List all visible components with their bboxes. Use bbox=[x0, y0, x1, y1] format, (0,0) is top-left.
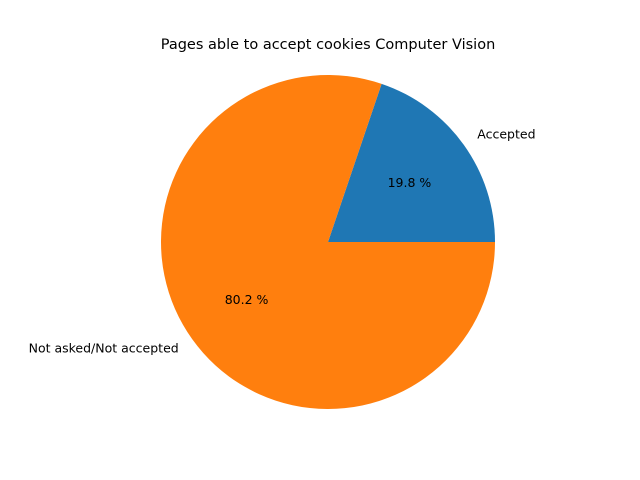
slice-label-1: Not asked/Not accepted bbox=[29, 341, 179, 356]
slice-pct-label-1: 80.2 % bbox=[225, 292, 269, 307]
slice-label-0: Accepted bbox=[477, 126, 535, 141]
pie-labels: Accepted 19.8 % Not asked/Not accepted 80.2… bbox=[29, 126, 536, 355]
pie-slices bbox=[161, 74, 495, 409]
slice-pct-label-0: 19.8 % bbox=[388, 175, 432, 190]
chart-title: Pages able to accept cookies Computer Vi… bbox=[161, 37, 496, 53]
pie-slice-0 bbox=[328, 83, 495, 242]
pie-slice-1 bbox=[161, 74, 495, 409]
